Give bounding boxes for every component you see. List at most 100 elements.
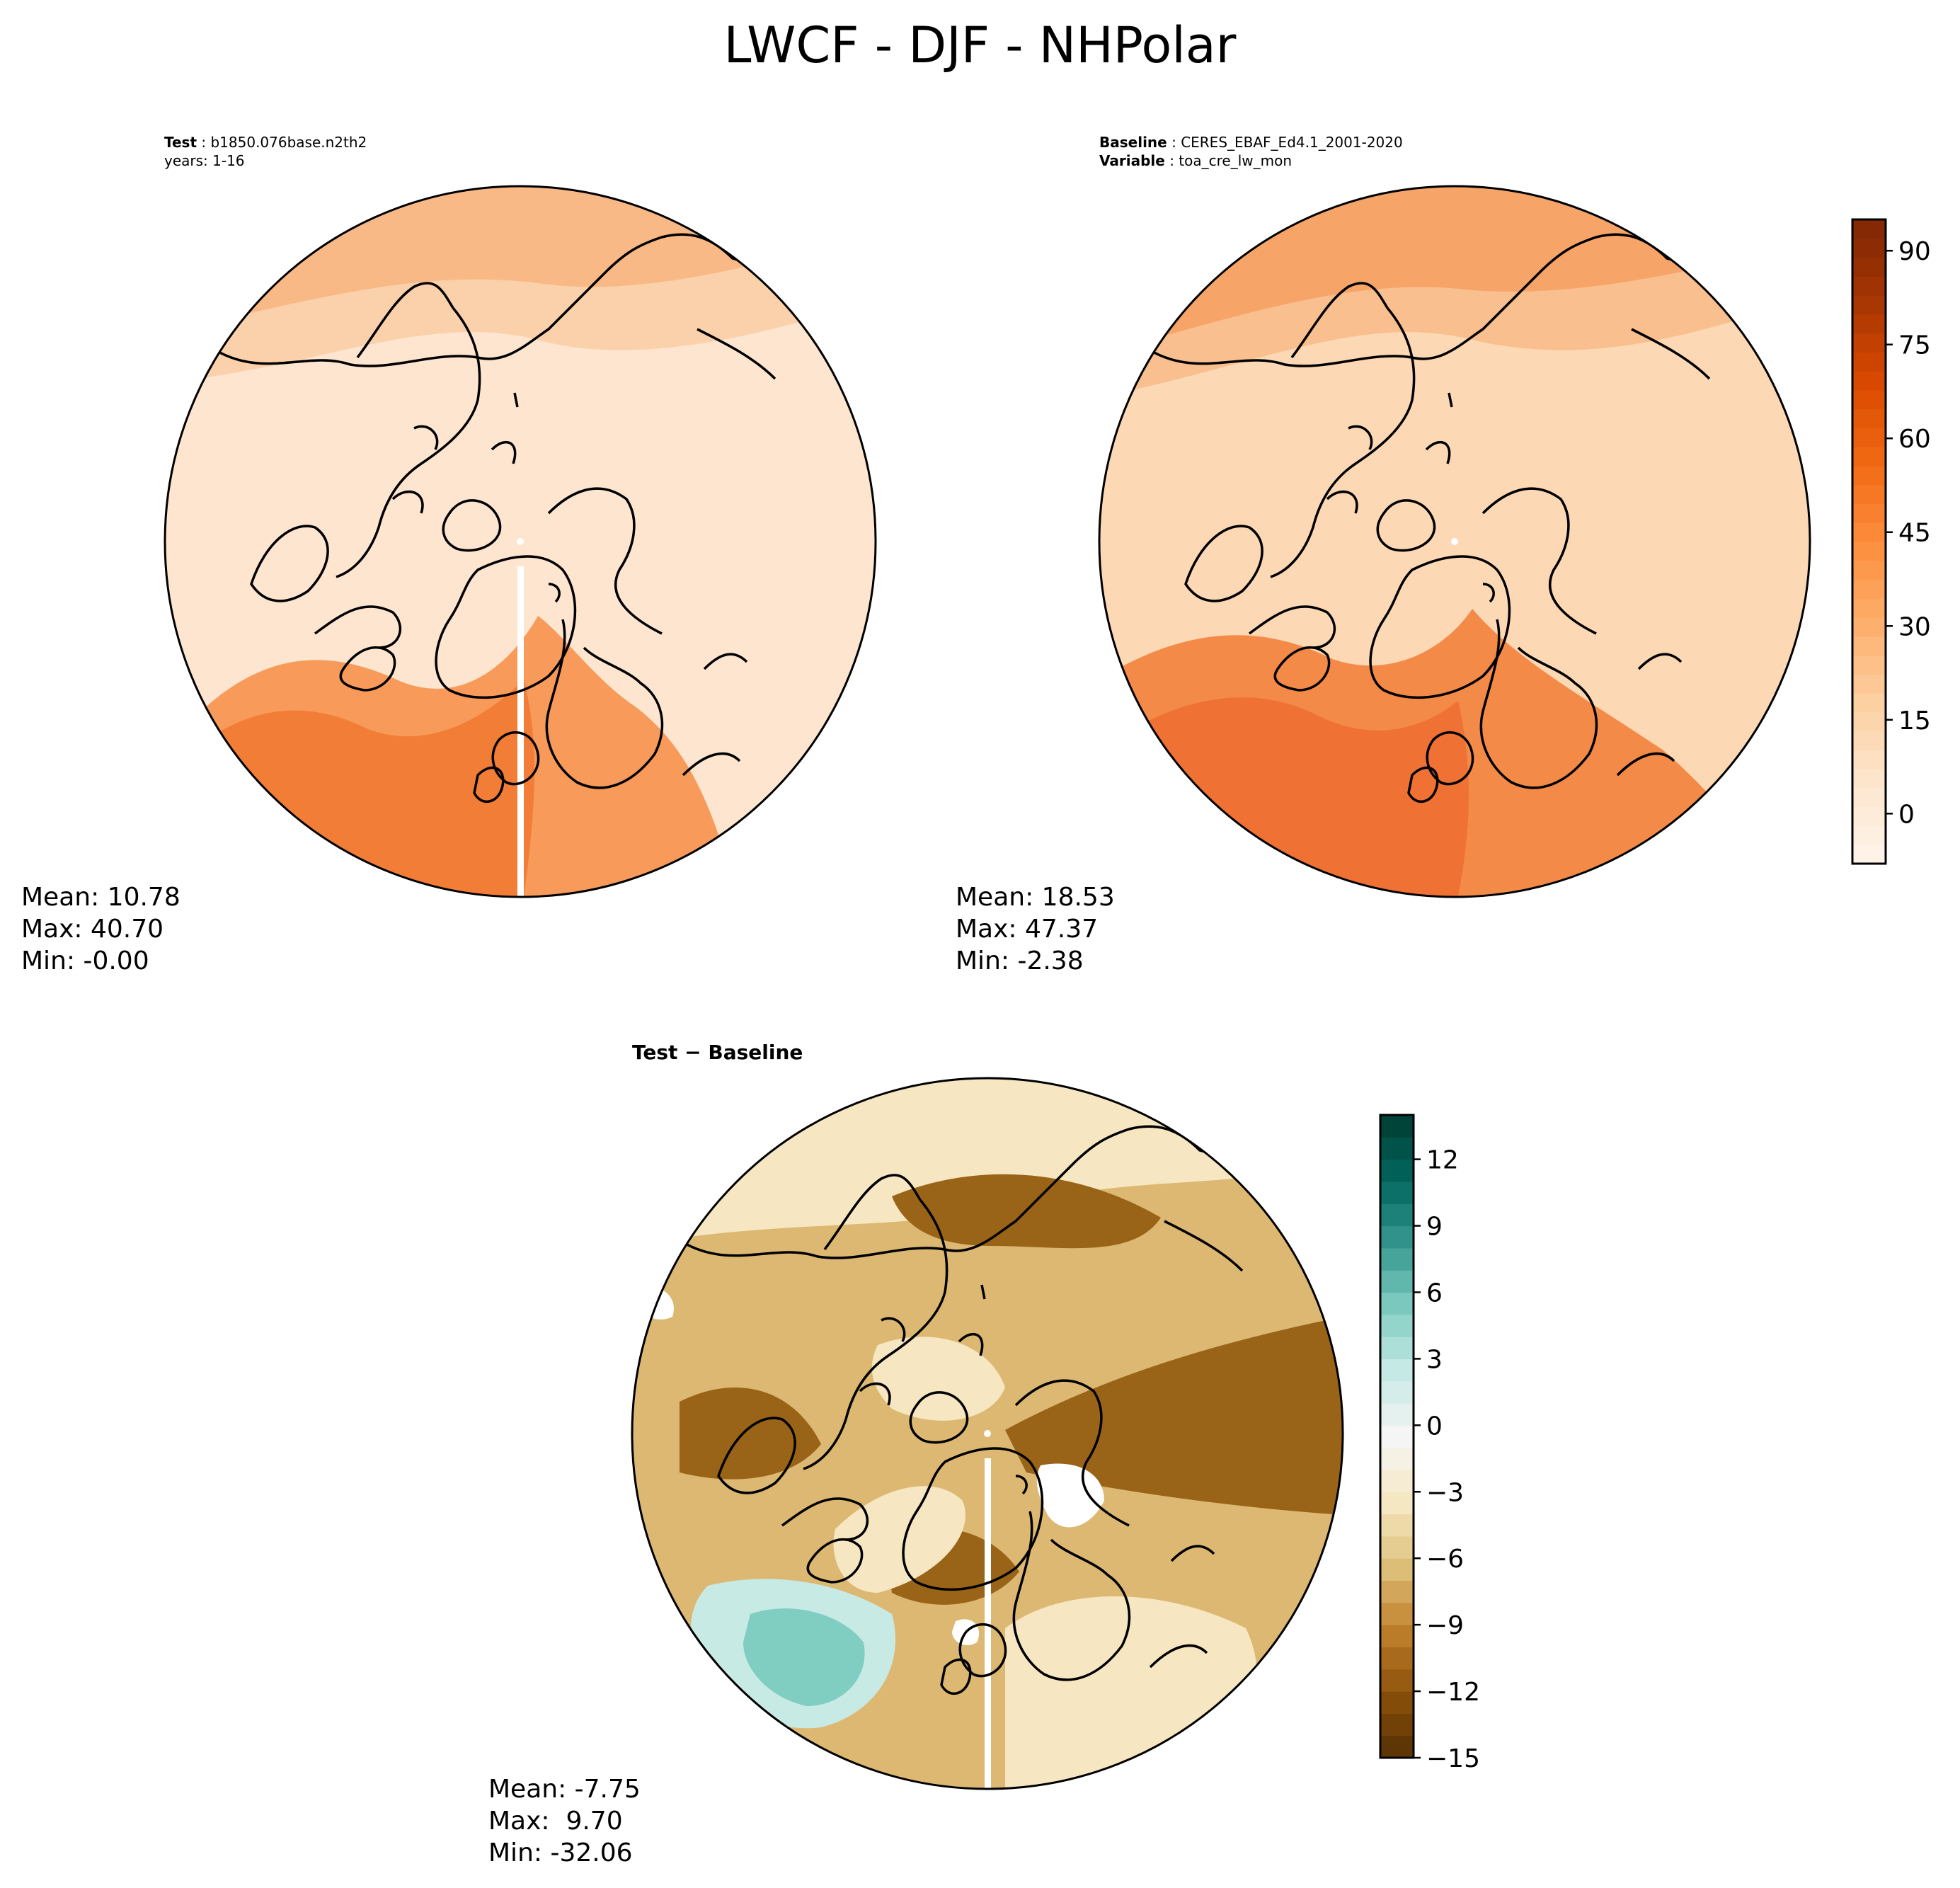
colorbar-diff-color-step <box>1380 1469 1414 1492</box>
baseline-stats: Mean: 18.53 Max: 47.37 Min: -2.38 <box>956 881 1115 977</box>
colorbar-main-tick-label: 90 <box>1898 237 1931 266</box>
colorbar-diff-color-step <box>1380 1580 1414 1603</box>
colorbar-main-color-step <box>1852 674 1886 694</box>
test-panel-label: Test : b1850.076base.n2th2 years: 1-16 <box>164 133 367 170</box>
colorbar-main-color-step <box>1852 750 1886 769</box>
colorbar-diff-color-step <box>1380 1514 1414 1537</box>
colorbar-diff-color-step <box>1380 1425 1414 1448</box>
colorbar-main-tick-label: 15 <box>1898 706 1931 736</box>
baseline-mean: Mean: 18.53 <box>956 883 1115 912</box>
colorbar-main-color-step <box>1852 655 1886 675</box>
colorbar-main-color-step <box>1852 389 1886 410</box>
colorbar-diff-color-step <box>1380 1403 1414 1426</box>
baseline-label-key: Baseline <box>1099 134 1167 151</box>
diff-map <box>632 1078 1343 1789</box>
colorbar-main: 90 75 60 45 30 15 0 <box>1851 218 1931 865</box>
colorbar-main-color-step <box>1852 276 1886 296</box>
colorbar-diff-tick-label: −12 <box>1426 1678 1480 1707</box>
diff-map-border <box>631 1077 1344 1790</box>
colorbar-main-color-step <box>1852 484 1886 505</box>
test-label-value: : b1850.076base.n2th2 <box>197 134 367 151</box>
colorbar-main-color-step <box>1852 257 1886 277</box>
test-years: years: 1-16 <box>164 152 245 169</box>
colorbar-diff-color-step <box>1380 1602 1414 1625</box>
colorbar-diff-color-step <box>1380 1358 1414 1382</box>
colorbar-main-tick-label: 75 <box>1898 331 1931 360</box>
baseline-max: Max: 47.37 <box>956 915 1099 944</box>
baseline-min: Min: -2.38 <box>956 946 1084 976</box>
colorbar-main-color-step <box>1852 825 1886 845</box>
colorbar-main-color-step <box>1852 693 1886 713</box>
colorbar-diff-color-step <box>1380 1713 1414 1737</box>
colorbar-main-color-step <box>1852 711 1886 732</box>
colorbar-main-color-step <box>1852 522 1886 542</box>
colorbar-diff-color-step <box>1380 1115 1414 1138</box>
colorbar-main-tick-label: 0 <box>1898 800 1915 829</box>
baseline-panel-label: Baseline : CERES_EBAF_Ed4.1_2001-2020 Va… <box>1099 133 1403 170</box>
colorbar-diff-tick-label: 12 <box>1426 1146 1459 1175</box>
colorbar-diff-tick-label: 3 <box>1426 1345 1443 1374</box>
colorbar-main-color-step <box>1852 769 1886 789</box>
colorbar-main-color-step <box>1852 845 1886 864</box>
colorbar-diff-color-step <box>1380 1181 1414 1204</box>
colorbar-diff-color-step <box>1380 1225 1414 1249</box>
colorbar-main-color-step <box>1852 295 1886 315</box>
colorbar-main-color-step <box>1852 598 1886 618</box>
colorbar-diff-color-step <box>1380 1492 1414 1515</box>
diff-max: Max: 9.70 <box>488 1807 623 1836</box>
test-map <box>165 186 876 897</box>
colorbar-diff-color-step <box>1380 1647 1414 1670</box>
colorbar-main-tick-label: 45 <box>1898 519 1931 548</box>
test-label-key: Test <box>164 134 197 151</box>
figure-title: LWCF - DJF - NHPolar <box>723 16 1237 74</box>
baseline-map-border <box>1098 185 1811 898</box>
colorbar-main-color-step <box>1852 314 1886 334</box>
colorbar-main-color-step <box>1852 787 1886 808</box>
colorbar-diff-color-step <box>1380 1669 1414 1692</box>
diff-panel-title: Test − Baseline <box>632 1041 803 1064</box>
baseline-label-value: : CERES_EBAF_Ed4.1_2001-2020 <box>1167 134 1403 151</box>
test-max: Max: 40.70 <box>21 915 164 944</box>
colorbar-main-color-step <box>1852 503 1886 523</box>
colorbar-main-color-step <box>1852 636 1886 656</box>
colorbar-diff-tick-label: −15 <box>1426 1744 1480 1773</box>
baseline-variable-value: : toa_cre_lw_mon <box>1164 152 1293 169</box>
test-mean: Mean: 10.78 <box>21 883 180 912</box>
colorbar-diff-color-step <box>1380 1625 1414 1648</box>
colorbar-diff-color-step <box>1380 1247 1414 1271</box>
colorbar-diff-color-step <box>1380 1203 1414 1227</box>
colorbar-main-color-step <box>1852 238 1886 258</box>
diff-stats: Mean: -7.75 Max: 9.70 Min: -32.06 <box>488 1773 641 1869</box>
colorbar-diff-tick-label: 9 <box>1426 1213 1443 1242</box>
colorbar-diff-color-step <box>1380 1292 1414 1315</box>
colorbar-main-color-step <box>1852 219 1886 239</box>
colorbar-main-color-step <box>1852 352 1886 372</box>
test-map-border <box>164 185 877 898</box>
diff-min: Min: -32.06 <box>488 1838 633 1867</box>
colorbar-main-color-step <box>1852 371 1886 391</box>
colorbar-diff-color-step <box>1380 1735 1414 1758</box>
colorbar-main-tick-label: 60 <box>1898 425 1931 454</box>
colorbar-diff-tick-label: −3 <box>1426 1478 1464 1507</box>
colorbar-main-tick-label: 30 <box>1898 612 1931 641</box>
colorbar-main-color-step <box>1852 617 1886 637</box>
colorbar-diff-color-step <box>1380 1558 1414 1581</box>
colorbar-main-color-step <box>1852 408 1886 429</box>
colorbar-main-color-step <box>1852 447 1886 467</box>
colorbar-diff-tick-label: −9 <box>1426 1611 1464 1640</box>
colorbar-main-color-step <box>1852 731 1886 751</box>
colorbar-diff-color-step <box>1380 1337 1414 1360</box>
colorbar-diff-color-step <box>1380 1535 1414 1559</box>
colorbar-diff: 12 9 6 3 0 −3 −6 −9 −12 −15 <box>1379 1114 1480 1773</box>
colorbar-diff-color-step <box>1380 1159 1414 1182</box>
colorbar-main-color-step <box>1852 542 1886 561</box>
colorbar-diff-color-step <box>1380 1137 1414 1160</box>
colorbar-diff-tick-label: −6 <box>1426 1545 1464 1574</box>
colorbar-main-color-step <box>1852 465 1886 486</box>
baseline-variable-key: Variable <box>1099 152 1165 169</box>
colorbar-main-color-step <box>1852 333 1886 353</box>
colorbar-main-color-step <box>1852 579 1886 599</box>
colorbar-main-color-step <box>1852 560 1886 580</box>
colorbar-main-color-step <box>1852 428 1886 447</box>
